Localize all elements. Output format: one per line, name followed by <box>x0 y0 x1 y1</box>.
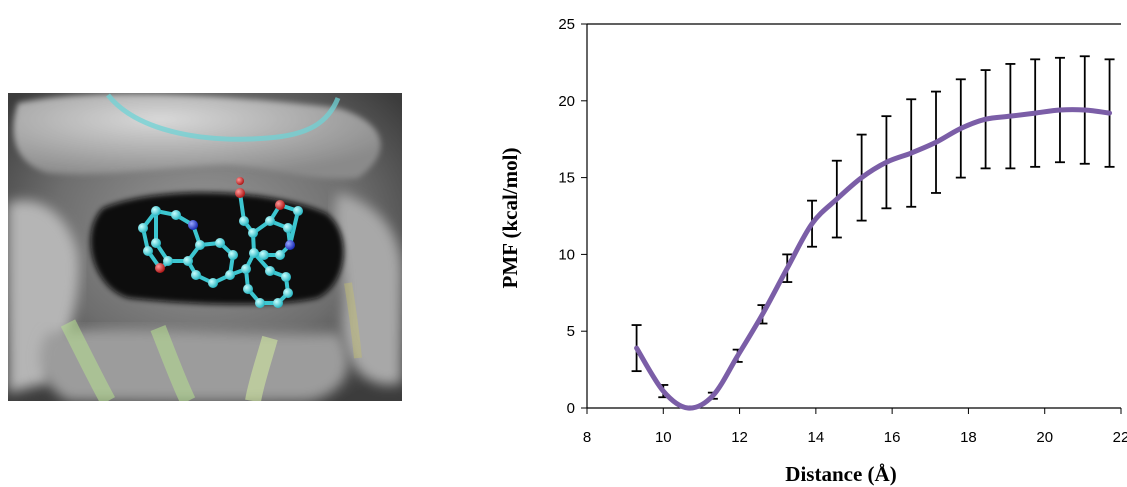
x-tick-label: 16 <box>884 429 901 446</box>
series-lines <box>634 107 1113 411</box>
x-tick-label: 10 <box>655 429 672 446</box>
y-tick-label: 10 <box>558 246 575 263</box>
binding-pocket-image <box>8 93 402 401</box>
error-bars <box>631 55 1115 409</box>
x-tick-label: 8 <box>583 429 591 446</box>
y-tick-label: 15 <box>558 170 575 187</box>
y-tick-label: 20 <box>558 93 575 110</box>
chart-ticks: 0 5 10 15 20 25 8 10 12 14 16 18 20 22 <box>558 16 1127 446</box>
y-tick-label: 5 <box>567 323 575 340</box>
pmf-series-line <box>634 107 1113 411</box>
x-tick-label: 20 <box>1036 429 1053 446</box>
y-tick-label: 25 <box>558 16 575 33</box>
y-tick-label: 0 <box>567 400 575 417</box>
chart-axes <box>586 23 1121 409</box>
x-axis-label: Distance (Å) <box>785 462 896 486</box>
x-tick-label: 18 <box>960 429 977 446</box>
pmf-chart: 0 5 10 15 20 25 8 10 12 14 16 18 20 22 Distance (Å) P… <box>498 16 1127 486</box>
x-tick-label: 14 <box>808 429 825 446</box>
x-tick-label: 22 <box>1113 429 1127 446</box>
y-axis-label: PMF (kcal/mol) <box>498 148 522 289</box>
x-tick-label: 12 <box>731 429 748 446</box>
